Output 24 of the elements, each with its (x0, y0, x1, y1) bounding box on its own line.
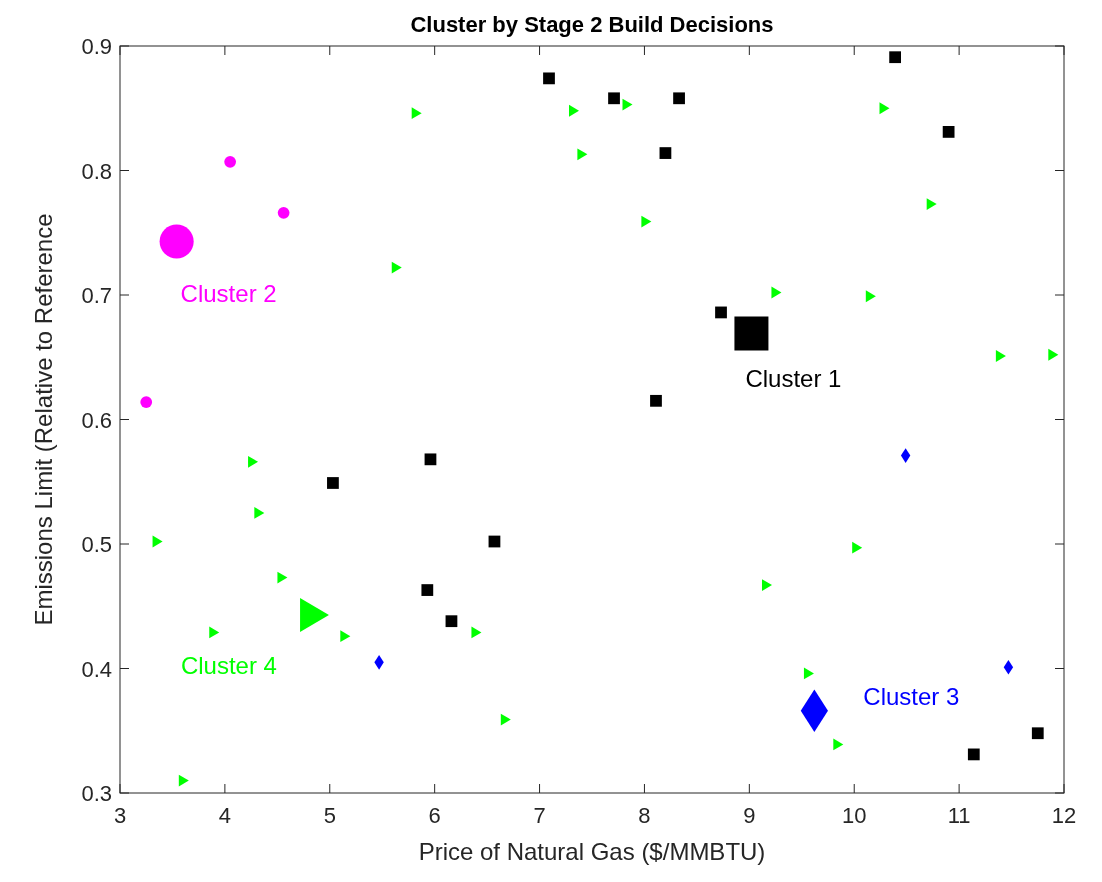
series-label: Cluster 1 (745, 364, 842, 392)
y-tick-label: 0.3 (81, 781, 112, 806)
y-tick-label: 0.9 (81, 34, 112, 59)
series-label: Cluster 3 (863, 682, 960, 710)
y-tick-label: 0.8 (81, 158, 112, 184)
x-tick-label: 5 (323, 803, 336, 828)
x-tick-label: 12 (1051, 803, 1077, 828)
y-tick-label: 0.6 (81, 407, 112, 433)
chart-title: Cluster by Stage 2 Build Decisions (410, 12, 774, 37)
x-tick-label: 10 (841, 803, 867, 828)
x-tick-label: 8 (638, 803, 651, 828)
x-tick-label: 6 (428, 803, 441, 828)
x-tick-label: 11 (947, 803, 971, 828)
x-tick-label: 9 (743, 803, 756, 828)
x-tick-label: 4 (218, 803, 232, 828)
x-tick-label: 7 (533, 803, 546, 828)
y-tick-label: 0.5 (81, 532, 112, 557)
y-tick-label: 0.4 (81, 656, 112, 682)
series-label: Cluster 4 (180, 651, 277, 679)
x-tick-label: 3 (113, 803, 127, 828)
y-tick-label: 0.7 (81, 283, 112, 308)
y-axis-title: Emissions Limit (Relative to Reference (30, 213, 57, 626)
x-axis-title: Price of Natural Gas ($/MMBTU) (418, 838, 766, 865)
series-label: Cluster 2 (180, 280, 277, 308)
